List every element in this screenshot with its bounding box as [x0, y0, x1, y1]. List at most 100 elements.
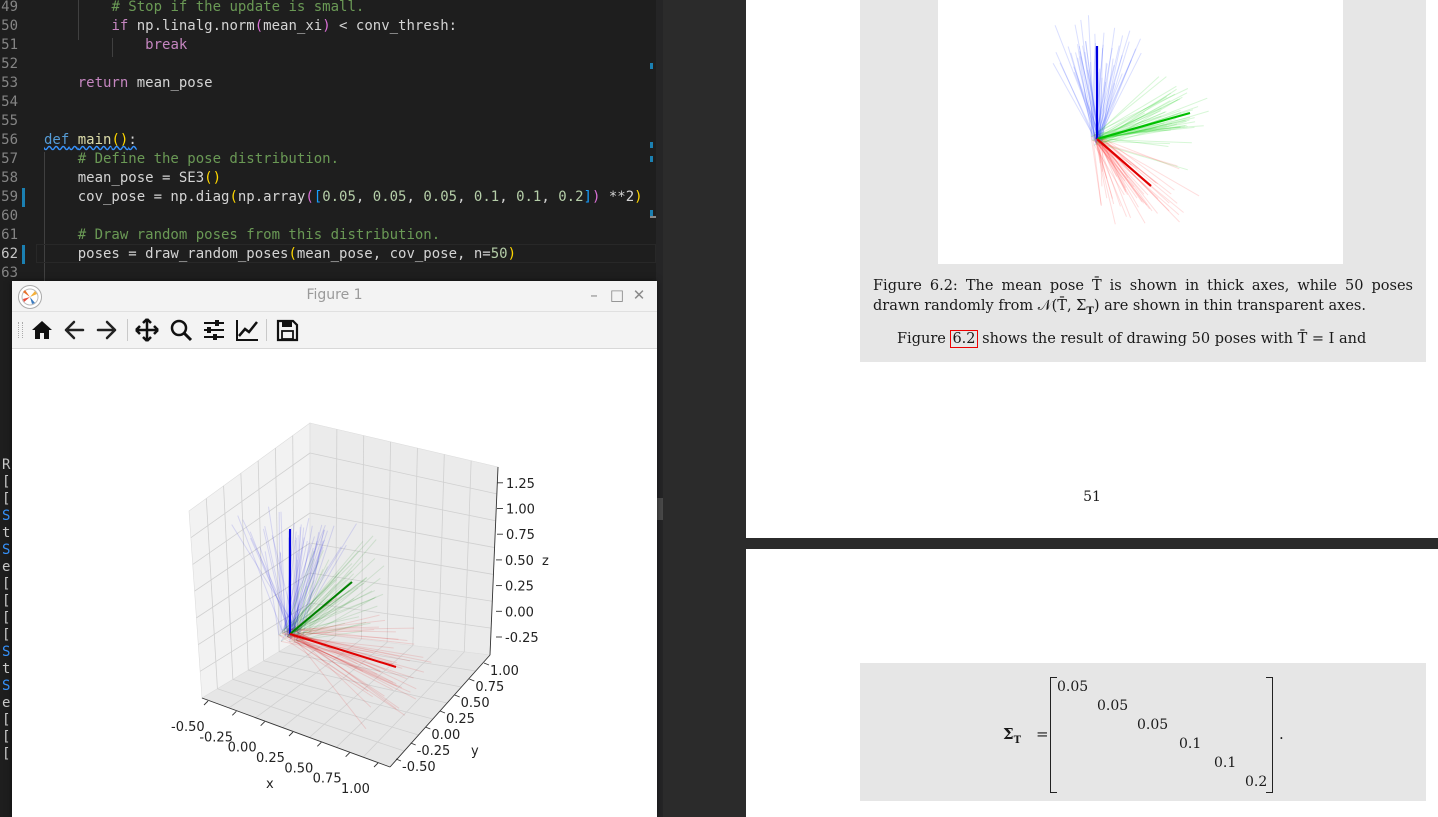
pdf-viewer[interactable]: Figure 6.2: The mean pose T̄ is shown in…	[663, 0, 1438, 817]
plot-canvas[interactable]: -0.50 -0.25 0.00 0.25 0.50 0.75 1.00 -0.50 -0.2…	[12, 349, 657, 817]
code-text[interactable]: return mean_pose	[44, 74, 213, 93]
home-button[interactable]	[29, 317, 55, 343]
editor-scrollbar[interactable]	[656, 0, 663, 817]
code-line[interactable]: 53 return mean_pose	[0, 74, 663, 93]
pdf-page[interactable]: ΣT = 0.05 0.05 0.05 0.1 0.1 0.2 .	[746, 549, 1438, 817]
y-axis-label: y	[471, 744, 479, 759]
code-line[interactable]: 58 mean_pose = SE3()	[0, 169, 663, 188]
minimap-marker	[650, 63, 653, 69]
pdf-mean-y-axis	[1096, 111, 1191, 141]
back-button[interactable]	[61, 317, 87, 343]
z-tick-label: 1.25	[506, 477, 535, 492]
caption-label: Figure 6.2:	[873, 278, 958, 294]
code-text[interactable]: if np.linalg.norm(mean_xi) < conv_thresh…	[44, 17, 457, 36]
x-tick-label: 0.75	[313, 772, 342, 787]
code-token: (	[288, 246, 297, 262]
code-token: (	[254, 18, 264, 34]
code-text[interactable]: # Stop if the update is small.	[44, 0, 364, 17]
matrix-diagonal-entry: 0.1	[1179, 736, 1202, 752]
zoom-button[interactable]	[168, 317, 194, 343]
edit-axes-button[interactable]	[234, 317, 260, 343]
code-text[interactable]: def main():	[44, 131, 137, 150]
code-token: ()	[204, 170, 222, 186]
y-tick-label: -0.50	[402, 760, 436, 775]
figure-caption: Figure 6.2: The mean pose T̄ is shown in…	[873, 276, 1413, 322]
3d-axes[interactable]: -0.50-0.250.000.250.500.751.00 -0.50-0.2…	[12, 349, 657, 817]
terminal-glyph: [	[2, 729, 11, 745]
y-tick-label: 0.00	[431, 728, 460, 743]
code-text[interactable]: # Draw random poses from this distributi…	[44, 226, 440, 245]
code-line[interactable]: 62 poses = draw_random_poses(mean_pose, …	[0, 245, 663, 264]
line-number: 63	[1, 265, 18, 281]
line-number: 50	[1, 18, 18, 34]
line-number: 53	[1, 75, 18, 91]
code-line[interactable]: 51 break	[0, 36, 663, 55]
code-text[interactable]: break	[44, 36, 187, 55]
modified-line-indicator[interactable]	[22, 188, 25, 207]
terminal-glyph: [	[2, 610, 11, 626]
code-line[interactable]: 54	[0, 93, 663, 112]
code-token: 0.1	[516, 189, 542, 205]
code-token	[44, 18, 111, 34]
figure-titlebar[interactable]: Figure 1 – □ ✕	[12, 281, 657, 312]
code-token	[44, 227, 78, 243]
code-line[interactable]: 55	[0, 112, 663, 131]
close-button[interactable]: ✕	[632, 286, 646, 304]
toolbar-grip[interactable]	[18, 322, 23, 338]
matrix-diagonal-entry: 0.2	[1245, 774, 1268, 790]
maximize-button[interactable]: □	[609, 286, 625, 304]
code-token: ,	[457, 189, 474, 205]
matrix-diagonal-entry: 0.1	[1214, 755, 1237, 771]
code-token: 0.1	[473, 189, 500, 205]
terminal-glyph: e	[2, 695, 11, 711]
code-token: 0.05	[372, 189, 407, 205]
code-text[interactable]: poses = draw_random_poses(mean_pose, cov…	[44, 245, 516, 264]
code-token: cov_pose = np.diag	[44, 189, 230, 205]
configure-subplots-button[interactable]	[201, 317, 227, 343]
x-tick-label: -0.50	[171, 720, 205, 735]
code-line[interactable]: 52	[0, 55, 663, 74]
x-tick-label: 0.00	[228, 741, 257, 756]
code-token	[44, 75, 78, 91]
terminal-glyph: [	[2, 746, 11, 762]
pdf-page[interactable]: Figure 6.2: The mean pose T̄ is shown in…	[746, 0, 1438, 538]
code-line[interactable]: 59 cov_pose = np.diag(np.array([0.05, 0.…	[0, 188, 663, 207]
code-line[interactable]: 61 # Draw random poses from this distrib…	[0, 226, 663, 245]
code-line[interactable]: 56 def main():	[0, 131, 663, 150]
code-line[interactable]: 63	[0, 264, 663, 283]
figure-box: Figure 6.2: The mean pose T̄ is shown in…	[860, 0, 1426, 362]
figure-reference-link[interactable]: 6.2	[950, 330, 978, 348]
code-text[interactable]: mean_pose = SE3()	[44, 169, 221, 188]
y-tick-label: 0.75	[475, 680, 504, 695]
terminal-glyph: e	[2, 559, 11, 575]
code-token: # Define the pose distribution.	[77, 151, 340, 167]
terminal-glyph: [	[2, 627, 11, 643]
minimap-marker	[650, 156, 653, 162]
figure-window[interactable]: Figure 1 – □ ✕	[12, 281, 657, 817]
code-token: )	[322, 18, 331, 34]
pan-button[interactable]	[134, 317, 160, 343]
matrix-left-bracket	[1050, 677, 1057, 793]
x-tick-label: 0.50	[284, 761, 313, 776]
code-line[interactable]: 49 # Stop if the update is small.	[0, 0, 663, 17]
save-button[interactable]	[274, 317, 300, 343]
code-token: ,	[406, 189, 424, 205]
code-line[interactable]: 60	[0, 207, 663, 226]
terminal-glyph: [	[2, 576, 11, 592]
forward-icon	[96, 320, 117, 340]
code-token: ]	[583, 189, 592, 205]
y-tick-label: 1.00	[490, 664, 519, 679]
forward-button[interactable]	[94, 317, 120, 343]
code-token: )	[634, 189, 643, 205]
editor-scrollbar-thumb[interactable]	[656, 498, 663, 520]
pan-icon	[135, 318, 159, 342]
minimize-button[interactable]: –	[590, 286, 598, 304]
code-line[interactable]: 57 # Define the pose distribution.	[0, 150, 663, 169]
modified-line-indicator[interactable]	[22, 245, 25, 264]
code-text[interactable]: cov_pose = np.diag(np.array([0.05, 0.05,…	[44, 188, 643, 207]
code-line[interactable]: 50 if np.linalg.norm(mean_xi) < conv_thr…	[0, 17, 663, 36]
z-axis-label: z	[542, 554, 549, 569]
code-text[interactable]: # Define the pose distribution.	[44, 150, 339, 169]
y-tick-label: 0.25	[446, 712, 475, 727]
